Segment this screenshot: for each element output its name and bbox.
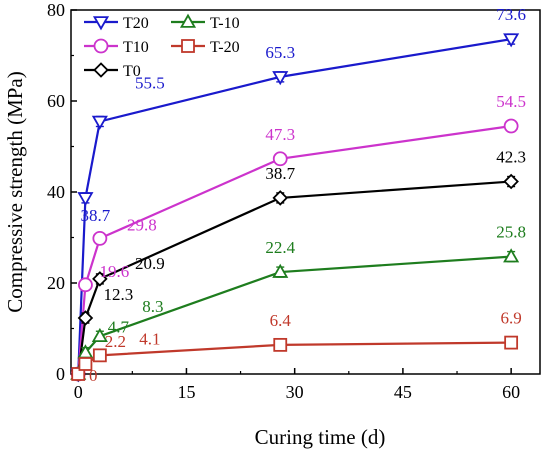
data-point-T10: [78, 277, 93, 293]
legend-label-T-20: T-20: [210, 39, 240, 56]
data-point-T-20: [504, 335, 519, 350]
data-label-T20: 38.7: [81, 206, 111, 225]
data-label-T10: 47.3: [265, 125, 295, 144]
data-point-T10: [503, 118, 519, 134]
data-point-T10: [92, 231, 108, 246]
data-point-T-20: [71, 367, 86, 381]
data-point-T10: [272, 151, 288, 167]
data-point-T0: [272, 190, 289, 206]
data-point-T20: [77, 192, 94, 207]
legend-marker-T-20: [181, 39, 195, 53]
data-label-T20: 55.5: [135, 73, 165, 92]
data-point-T-20: [92, 348, 107, 363]
data-label-T-20: 2.2: [105, 332, 126, 351]
data-label-T10: 54.5: [496, 92, 526, 111]
x-tick-label: 45: [394, 382, 412, 402]
x-tick-label: 15: [177, 382, 195, 402]
data-point-T-20: [273, 337, 288, 352]
data-label-T0: 42.3: [496, 148, 526, 167]
x-tick-label: 0: [74, 382, 83, 402]
y-tick-label: 20: [47, 273, 65, 293]
data-label-T0: 38.7: [265, 164, 295, 183]
data-point-T20: [91, 115, 108, 130]
legend-marker-T20: [92, 16, 110, 31]
legend-marker-T-10: [179, 13, 197, 28]
data-point-T-20: [78, 357, 93, 371]
data-label-T-20: 6.9: [501, 309, 522, 328]
data-label-T20: 73.6: [496, 5, 526, 24]
data-labels: 38.7 55.5 65.3 73.6 19.6 29.8 47.3 54.5 12.320.9…: [81, 5, 526, 385]
y-tick-label: 60: [47, 91, 65, 111]
legend-label-T-10: T-10: [210, 15, 240, 32]
data-point-T-10: [91, 327, 108, 343]
data-label-T-10: 22.4: [265, 238, 295, 257]
data-point-T20: [503, 33, 520, 48]
x-tick-label: 60: [502, 382, 520, 402]
y-tick-label: 40: [47, 182, 65, 202]
data-label-T10: 29.8: [127, 215, 157, 234]
data-label-T-10: 8.3: [142, 297, 163, 316]
legend-marker-T10: [93, 38, 109, 54]
data-point-T0: [503, 173, 519, 190]
legend-label-T0: T0: [123, 63, 141, 80]
data-point-T20: [272, 71, 289, 86]
data-point-T-10: [503, 248, 520, 263]
axis-ticks: 0 15 30 45 60 0 20 40 60 80: [47, 0, 520, 402]
data-label-T10: 19.6: [100, 262, 130, 281]
x-tick-label: 30: [286, 382, 304, 402]
legend-label-T20: T20: [123, 15, 149, 32]
x-axis-title: Curing time (d): [255, 425, 386, 449]
data-point-T0: [92, 271, 108, 287]
data-label-T-20: 6.4: [270, 311, 292, 330]
plot-frame: [70, 9, 541, 375]
legend-marker-T0: [93, 62, 109, 78]
data-label-T0: 20.9: [135, 254, 165, 273]
data-point-T-10: [272, 263, 289, 278]
y-tick-label: 0: [56, 364, 65, 384]
data-point-T0: [77, 310, 94, 326]
data-label-T0: 12.3: [104, 285, 134, 304]
legend: T20 T10 T0 T-10 T-20: [84, 13, 240, 80]
data-label-T20: 65.3: [265, 43, 295, 62]
series-markers: [70, 33, 520, 383]
data-label-T-20: 4.1: [139, 329, 160, 348]
y-axis-title: Compressive strength (MPa): [3, 71, 27, 312]
data-label-T-10: 4.7: [108, 318, 130, 337]
y-tick-label: 80: [47, 0, 65, 20]
data-label-T-20: 0: [89, 366, 98, 385]
legend-label-T10: T10: [123, 39, 149, 56]
data-label-T-10: 25.8: [496, 223, 526, 242]
